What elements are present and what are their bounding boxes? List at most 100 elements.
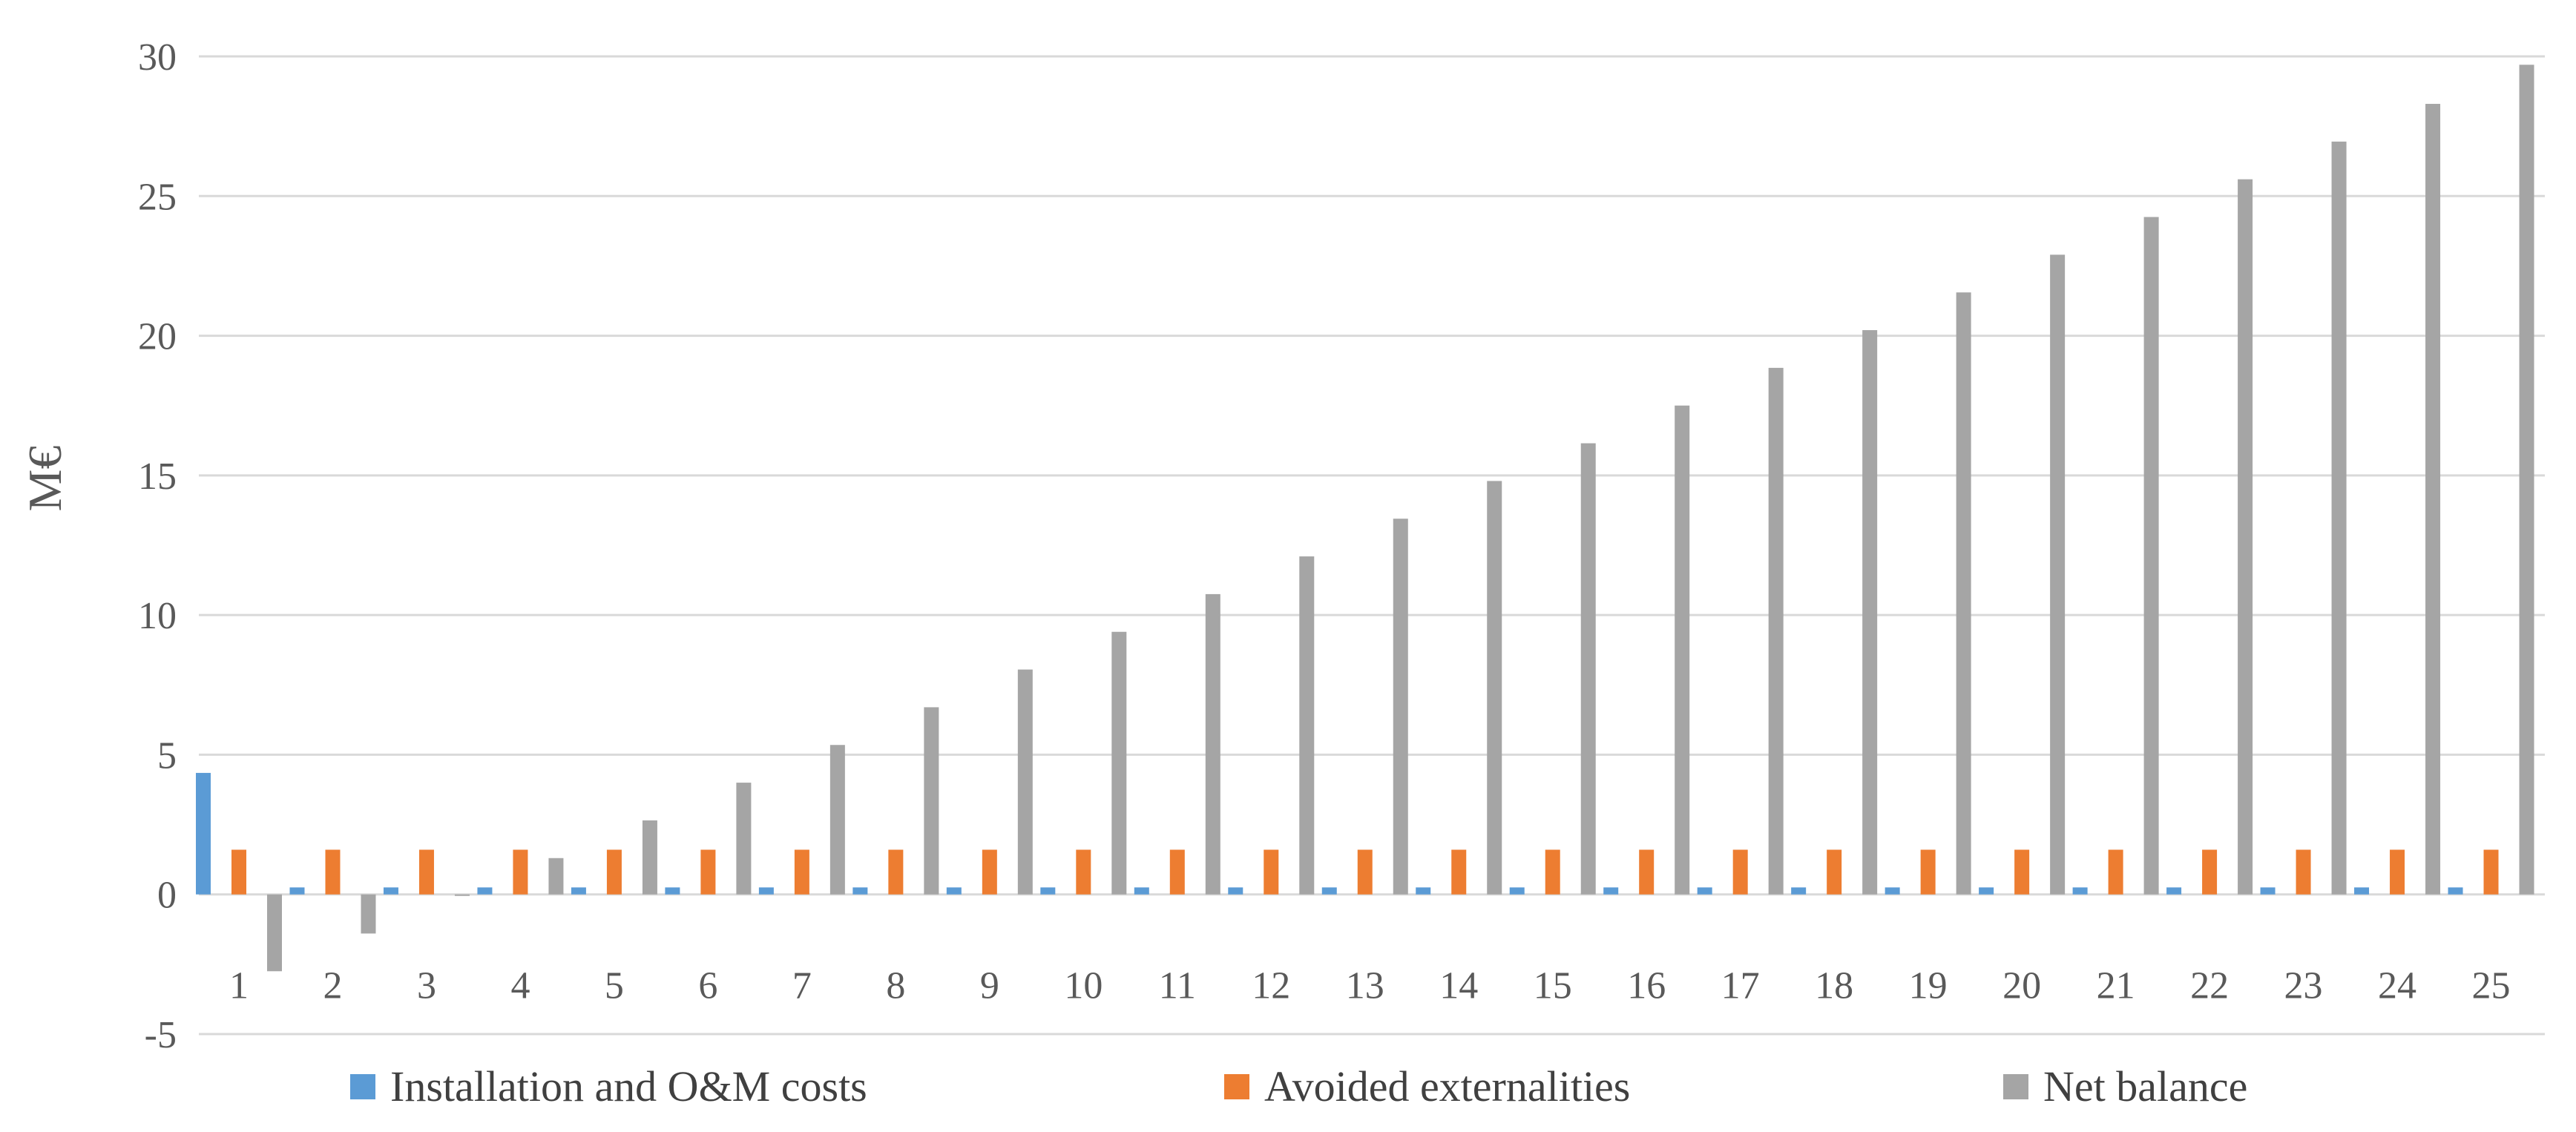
x-tick-label: 9 xyxy=(980,965,999,1007)
x-tick-label: 15 xyxy=(1534,965,1572,1007)
legend-net-balance: Net balance xyxy=(2003,1062,2247,1110)
net-balance-bar xyxy=(1299,556,1315,895)
net-balance-bar xyxy=(1580,443,1596,895)
x-tick-label: 16 xyxy=(1627,965,1666,1007)
installation-cost-bar xyxy=(1885,887,1900,895)
y-axis-ticks: -5 0 5 10 15 20 25 30 xyxy=(138,36,177,1056)
x-tick-label: 19 xyxy=(1909,965,1948,1007)
avoided-externalities-bar xyxy=(888,849,904,895)
y-tick-label: 30 xyxy=(138,36,177,79)
gridlines xyxy=(199,55,2545,1036)
installation-cost-bar xyxy=(196,772,211,895)
net-balance-bar xyxy=(2238,179,2253,895)
avoided-externalities-bar xyxy=(1451,849,1467,895)
y-axis-title: M€ xyxy=(19,446,71,512)
net-balance-bar xyxy=(1487,481,1502,895)
x-tick-label: 11 xyxy=(1159,965,1196,1007)
net-balance-bar xyxy=(2143,217,2159,895)
installation-cost-bar xyxy=(2354,887,2370,895)
installation-cost-bar xyxy=(2260,887,2276,895)
avoided-externalities-bar xyxy=(513,849,528,895)
net-balance-bar xyxy=(2519,65,2534,895)
net-balance-bar xyxy=(1205,593,1220,895)
avoided-externalities-bar xyxy=(1920,849,1936,895)
avoided-externalities-bar xyxy=(325,849,341,895)
avoided-externalities-bar xyxy=(2014,849,2030,895)
avoided-externalities-bar xyxy=(1264,849,1279,895)
x-tick-label: 25 xyxy=(2472,965,2511,1007)
installation-cost-bar xyxy=(758,887,774,895)
x-tick-label: 14 xyxy=(1439,965,1478,1007)
net-balance-bar xyxy=(924,707,939,895)
avoided-externalities-bar xyxy=(1732,849,1748,895)
y-tick-label: 0 xyxy=(157,875,177,917)
x-tick-label: 20 xyxy=(2002,965,2041,1007)
x-tick-label: 3 xyxy=(417,965,436,1007)
installation-cost-bar xyxy=(383,887,398,895)
avoided-externalities-bar xyxy=(700,849,716,895)
avoided-externalities-bar xyxy=(1357,849,1373,895)
installation-cost-bar xyxy=(1228,887,1243,895)
installation-cost-bar xyxy=(571,887,586,895)
y-tick-label: 15 xyxy=(138,455,177,498)
legend-swatch xyxy=(350,1074,375,1099)
installation-cost-bar xyxy=(2072,887,2088,895)
x-tick-label: 1 xyxy=(229,965,249,1007)
avoided-externalities-bar xyxy=(231,849,246,895)
legend: Installation and O&M costs Avoided extern… xyxy=(350,1062,2247,1110)
installation-cost-bar xyxy=(1134,887,1149,895)
net-balance-bar xyxy=(267,894,282,972)
avoided-externalities-bar xyxy=(1639,849,1655,895)
avoided-externalities-bar xyxy=(2483,849,2499,895)
avoided-externalities-bar xyxy=(2108,849,2123,895)
installation-cost-bar xyxy=(1697,887,1712,895)
bars xyxy=(196,65,2534,972)
legend-label: Avoided externalities xyxy=(1264,1062,1630,1110)
installation-cost-bar xyxy=(289,887,305,895)
avoided-externalities-bar xyxy=(1076,849,1091,895)
net-balance-bar xyxy=(642,820,657,895)
x-tick-label: 6 xyxy=(698,965,717,1007)
installation-cost-bar xyxy=(665,887,680,895)
legend-label: Net balance xyxy=(2043,1062,2247,1110)
net-balance-bar xyxy=(548,858,564,895)
net-balance-bar xyxy=(1768,367,1784,895)
x-tick-label: 8 xyxy=(886,965,905,1007)
net-balance-bar xyxy=(2331,141,2347,895)
net-balance-bar xyxy=(1111,631,1127,895)
x-tick-label: 7 xyxy=(792,965,812,1007)
legend-swatch xyxy=(1224,1074,1249,1099)
installation-cost-bar xyxy=(1040,887,1056,895)
legend-label: Installation and O&M costs xyxy=(390,1062,867,1110)
installation-cost-bar xyxy=(1509,887,1525,895)
y-tick-label: 10 xyxy=(138,595,177,637)
installation-cost-bar xyxy=(2448,887,2463,895)
legend-avoided-externalities: Avoided externalities xyxy=(1224,1062,1630,1110)
net-balance-bar xyxy=(2050,254,2066,895)
installation-cost-bar xyxy=(477,887,493,895)
y-tick-label: -5 xyxy=(145,1014,177,1056)
installation-cost-bar xyxy=(852,887,868,895)
net-balance-bar xyxy=(361,894,376,934)
x-tick-label: 4 xyxy=(510,965,530,1007)
avoided-externalities-bar xyxy=(2390,849,2405,895)
net-balance-bar xyxy=(1956,292,1971,895)
x-tick-label: 10 xyxy=(1064,965,1103,1007)
x-tick-label: 21 xyxy=(2097,965,2135,1007)
avoided-externalities-bar xyxy=(2202,849,2218,895)
avoided-externalities-bar xyxy=(794,849,809,895)
x-tick-label: 18 xyxy=(1815,965,1853,1007)
avoided-externalities-bar xyxy=(1169,849,1185,895)
net-balance-bar xyxy=(454,894,470,896)
avoided-externalities-bar xyxy=(418,849,434,895)
avoided-externalities-bar xyxy=(1827,849,1842,895)
x-tick-label: 22 xyxy=(2190,965,2229,1007)
installation-cost-bar xyxy=(1979,887,1994,895)
installation-cost-bar xyxy=(1603,887,1619,895)
avoided-externalities-bar xyxy=(1545,849,1560,895)
x-axis-ticks: 1 2 3 4 5 6 7 8 9 10 11 12 13 14 15 16 17 18 19 20 21 22 23 24 2… xyxy=(229,965,2511,1007)
x-tick-label: 2 xyxy=(323,965,342,1007)
installation-cost-bar xyxy=(2166,887,2182,895)
net-balance-bar xyxy=(736,783,752,895)
